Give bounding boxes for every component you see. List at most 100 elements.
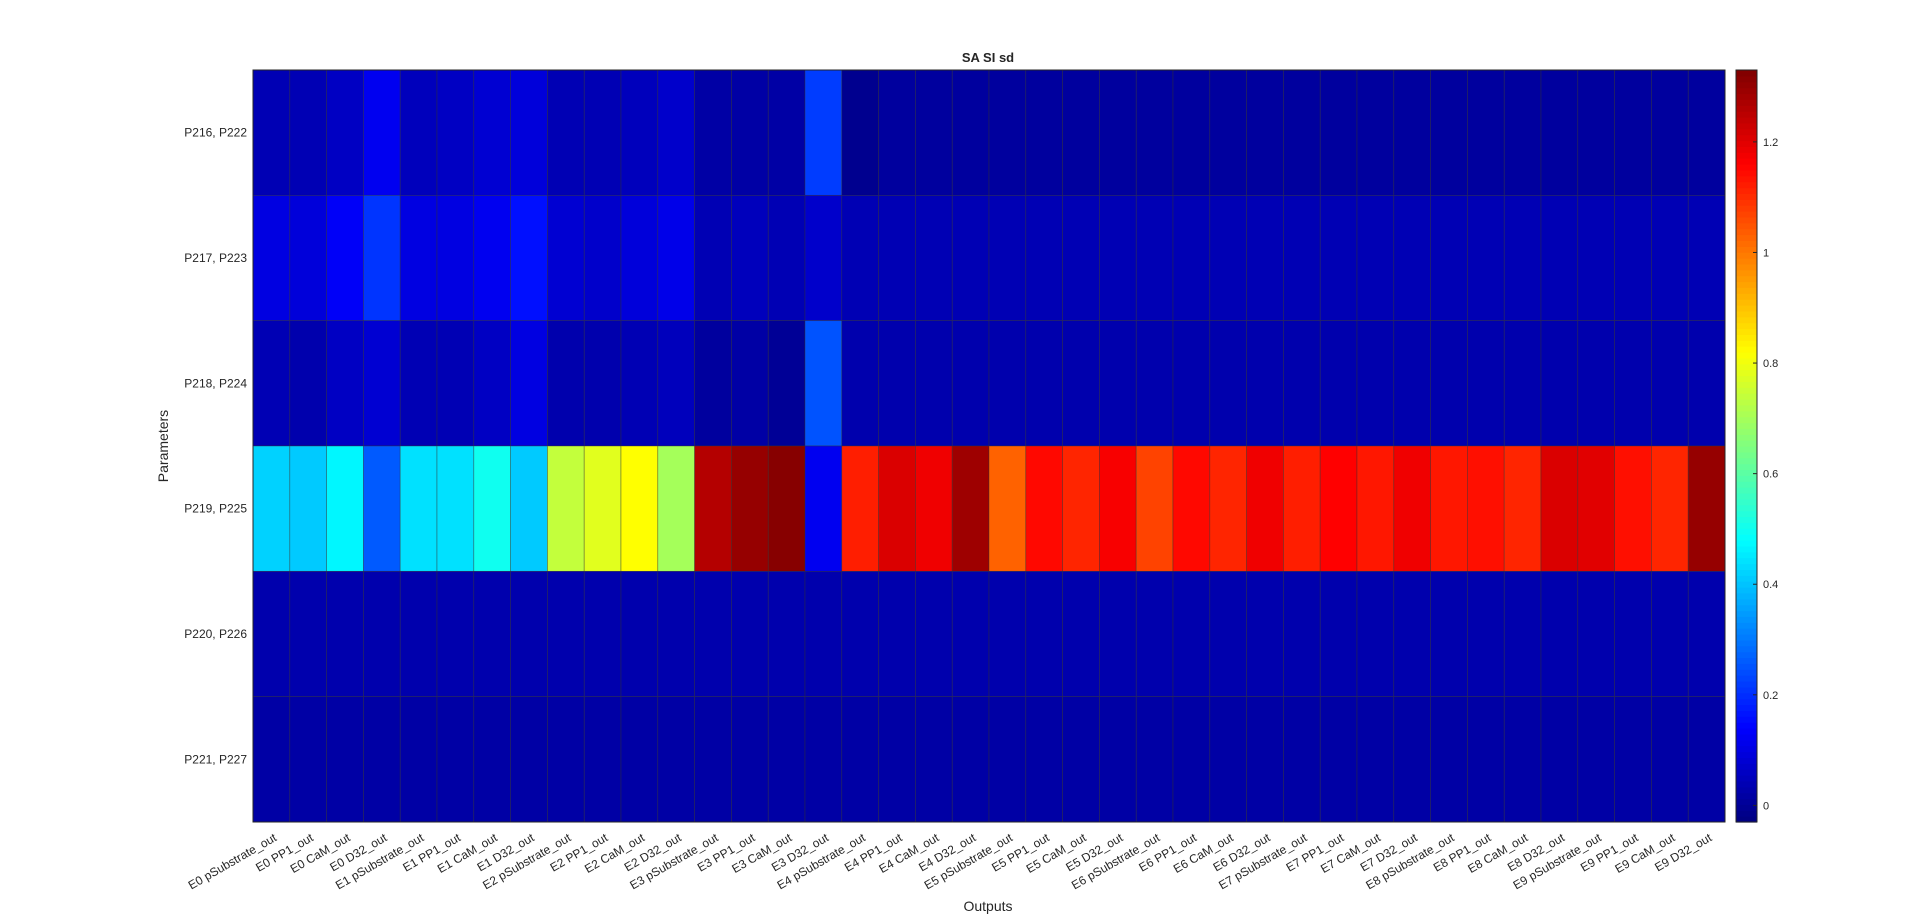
heatmap-cell xyxy=(1356,194,1395,322)
heatmap-cell xyxy=(841,320,879,447)
heatmap-cell xyxy=(547,320,585,447)
heatmap-cell xyxy=(915,194,953,322)
heatmap-cell xyxy=(804,696,843,823)
colorbar-segment xyxy=(1736,240,1757,247)
heatmap-cell xyxy=(657,194,695,322)
heatmap-cell xyxy=(1540,570,1579,698)
heatmap-cell xyxy=(1687,320,1726,447)
colorbar-segment xyxy=(1736,528,1757,535)
colorbar-segment xyxy=(1736,622,1757,629)
colorbar-segment xyxy=(1736,698,1757,706)
row-label: P216, P222 xyxy=(184,126,247,140)
colorbar-segment xyxy=(1736,93,1757,100)
heatmap-cell xyxy=(583,570,622,698)
heatmap-cell xyxy=(1356,445,1395,572)
colorbar-segment xyxy=(1736,451,1757,459)
heatmap-cell xyxy=(1467,69,1505,196)
colorbar-tick-label: 0.4 xyxy=(1763,579,1778,591)
heatmap-cell xyxy=(1577,696,1615,823)
colorbar-segment xyxy=(1736,446,1757,453)
colorbar-tick-label: 0.6 xyxy=(1763,469,1778,481)
colorbar-segment xyxy=(1736,728,1757,735)
heatmap-cell xyxy=(1025,194,1063,322)
colorbar-segment xyxy=(1736,757,1757,764)
heatmap-cell xyxy=(289,320,327,447)
colorbar-segment xyxy=(1736,475,1757,482)
colorbar-segment xyxy=(1736,569,1757,576)
heatmap-cell xyxy=(1062,69,1100,196)
colorbar-segment xyxy=(1736,158,1757,165)
heatmap-cell xyxy=(878,69,916,196)
colorbar-segment xyxy=(1736,281,1757,288)
heatmap-cell xyxy=(1135,320,1174,447)
heatmap-cell xyxy=(1540,320,1579,447)
heatmap-cell xyxy=(694,445,732,572)
heatmap-cell xyxy=(1135,194,1174,322)
colorbar-ticks: 0 0.2 0.4 0.6 0.8 1 1.2 xyxy=(1753,137,1778,812)
colorbar-segment xyxy=(1736,587,1757,594)
heatmap-cell xyxy=(878,194,916,322)
heatmap-cell xyxy=(951,194,990,322)
heatmap-cell xyxy=(1540,445,1579,572)
heatmap-cell xyxy=(1062,320,1100,447)
colorbar-segment xyxy=(1736,122,1757,130)
heatmap-cell xyxy=(915,445,953,572)
colorbar-segment xyxy=(1736,575,1757,582)
row-label: P221, P227 xyxy=(184,752,247,766)
colorbar-segment xyxy=(1736,739,1757,747)
heatmap-cell xyxy=(436,320,475,447)
heatmap-cell xyxy=(731,696,769,823)
colorbar-segment xyxy=(1736,146,1757,153)
heatmap-cell xyxy=(1246,320,1284,447)
heatmap-cell xyxy=(510,194,548,322)
heatmap-cell xyxy=(1025,445,1063,572)
heatmap-cell xyxy=(473,570,511,698)
heatmap-cell xyxy=(1651,445,1689,572)
heatmap-cell xyxy=(951,69,990,196)
heatmap-cell xyxy=(841,194,879,322)
colorbar-segment xyxy=(1736,545,1757,553)
colorbar-segment xyxy=(1736,710,1757,717)
heatmap-cell xyxy=(399,570,438,698)
colorbar-segment xyxy=(1736,616,1757,623)
colorbar-segment xyxy=(1736,205,1757,212)
plot-area-border xyxy=(252,69,1726,823)
heatmap-cell xyxy=(1467,445,1505,572)
colorbar-gradient xyxy=(1736,70,1757,823)
colorbar-tick-label: 1.2 xyxy=(1763,137,1778,149)
heatmap-cell xyxy=(878,570,916,698)
colorbar-segment xyxy=(1736,639,1757,647)
heatmap-cell xyxy=(510,570,548,698)
heatmap-cell xyxy=(657,320,695,447)
colorbar-segment xyxy=(1736,786,1757,794)
heatmap-cell xyxy=(1062,570,1100,698)
colorbar-segment xyxy=(1736,780,1757,788)
heatmap-cell xyxy=(399,194,438,322)
heatmap-cell xyxy=(1135,570,1174,698)
heatmap-cell xyxy=(583,445,622,572)
colorbar-segment xyxy=(1736,557,1757,565)
heatmap-cell xyxy=(1209,445,1247,572)
colorbar-segment xyxy=(1736,310,1757,318)
heatmap-cell xyxy=(399,320,438,447)
colorbar-segment xyxy=(1736,434,1757,441)
heatmap-cell xyxy=(951,320,990,447)
heatmap-cell xyxy=(657,696,695,823)
heatmap-cell xyxy=(951,696,990,823)
colorbar-segment xyxy=(1736,457,1757,465)
colorbar-segment xyxy=(1736,416,1757,424)
heatmap-cell xyxy=(547,445,585,572)
heatmap-cell xyxy=(1430,320,1468,447)
heatmap-cell xyxy=(620,570,659,698)
colorbar-segment xyxy=(1736,540,1757,547)
heatmap-cell xyxy=(363,69,401,196)
heatmap-cell xyxy=(1687,445,1726,572)
colorbar-segment xyxy=(1736,810,1757,817)
heatmap-cell xyxy=(1467,570,1505,698)
heatmap-cell xyxy=(1172,69,1211,196)
heatmap-cell xyxy=(804,69,843,196)
heatmap-cell xyxy=(915,570,953,698)
heatmap-cell xyxy=(694,194,732,322)
colorbar-segment xyxy=(1736,628,1757,635)
heatmap-cell xyxy=(399,445,438,572)
